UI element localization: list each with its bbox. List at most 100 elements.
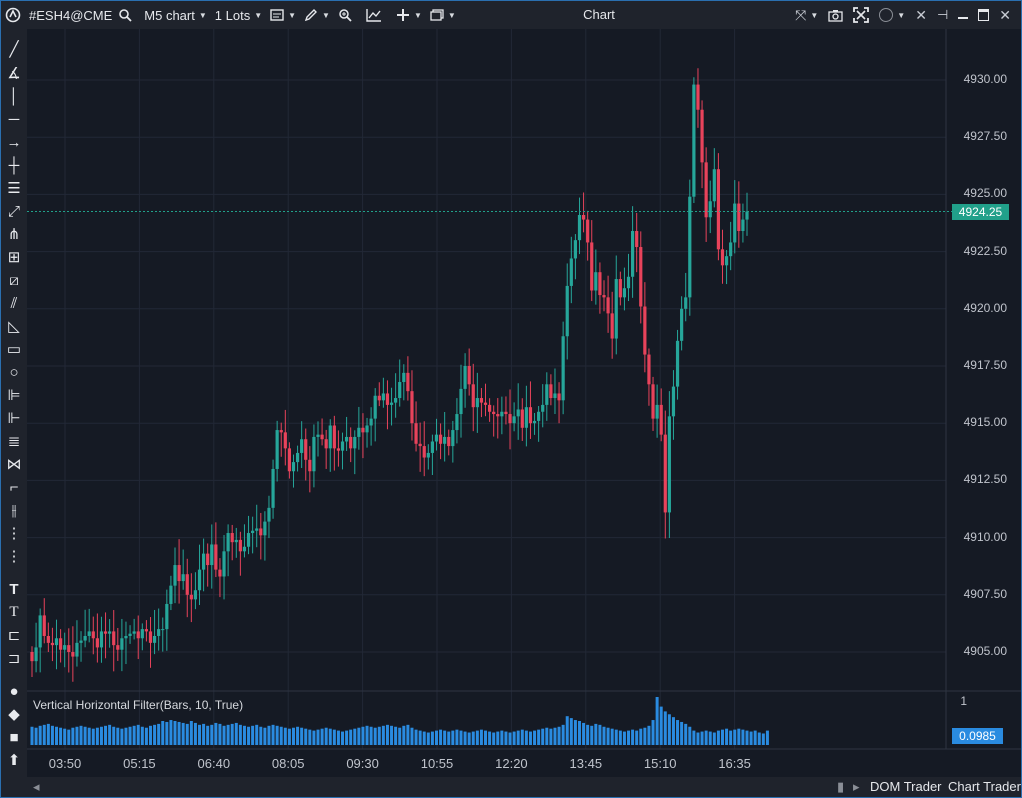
candle-body [144,629,148,632]
gann-tool[interactable]: ⊞ [4,247,24,267]
candle-body [667,416,671,513]
indicator-bar [390,725,394,745]
candle-body [320,434,324,440]
indicator-bar [316,729,320,745]
horizontal-line-tool[interactable]: ─ [4,109,24,129]
rectangle-tool[interactable]: ▭ [4,339,24,359]
wave-tool[interactable]: ⋈ [4,454,24,474]
fullscreen-button[interactable] [849,1,873,29]
indicator-bar [684,723,688,745]
candle-body [385,393,390,405]
price-chart[interactable] [27,29,1021,777]
price-label-tool[interactable]: ⊐ [4,648,24,668]
scroll-left-icon[interactable]: ◂ [33,779,40,794]
indicator-bar [676,720,680,745]
ray-tool[interactable]: ∡ [4,63,24,83]
fib-icon: ⊫ [7,387,21,404]
indicator-bar [418,730,422,745]
candle-body [483,402,488,405]
indicator-bar [488,731,492,745]
indicator-bar [737,728,741,745]
fib-fan-tool[interactable]: ≣ [4,431,24,451]
lines-icon: ☰ [7,180,21,197]
square-marker-tool[interactable]: ■ [4,727,24,747]
app-logo-icon [5,7,21,23]
trend-tool[interactable]: ⤢ [4,201,24,221]
candle-body [586,219,590,243]
pitchfork-tool[interactable]: ⋔ [4,224,24,244]
text-tool[interactable]: T [4,602,24,622]
wave-icon: ⋈ [6,456,22,473]
indicator-bar [79,725,83,745]
dots2-tool[interactable]: ⋮ [4,546,24,566]
candle-body [455,414,459,431]
candle-body [602,295,606,298]
indicator-bar [181,722,185,745]
candle-body [537,411,541,421]
fib-tool[interactable]: ⊫ [4,385,24,405]
step-tool[interactable]: ⌐ [4,477,24,497]
candle-body [304,439,308,460]
label-tool[interactable]: ⊏ [4,625,24,645]
indicator-bar [406,724,410,745]
lots-dropdown[interactable]: 1 Lots ▼ [211,1,266,29]
scroll-right-icon[interactable]: ▸ [853,779,860,794]
crosshair-tool[interactable]: ┼ [4,155,24,175]
candle-body [91,631,95,639]
indicator-bar [688,726,692,745]
cycle-tool[interactable]: ⫲ [4,500,24,520]
candle-body [716,169,720,250]
maximize-icon [978,9,990,21]
text-icon: T [9,603,19,620]
pin-button[interactable]: ⊣ [933,1,952,29]
screenshot-button[interactable] [824,1,847,29]
tools-button[interactable]: ✕ [911,1,931,29]
dots-tool[interactable]: ⋮ [4,523,24,543]
candle-body [577,214,582,241]
candle-body [545,384,549,405]
timeframe-label: M5 chart [144,7,195,23]
line-tool[interactable]: ╱ [4,39,24,59]
vertical-line-icon: │ [9,87,19,105]
candle-body [447,436,451,447]
triangle-tool[interactable]: ◺ [4,316,24,336]
arrow-up-marker-tool[interactable]: ⬆ [4,750,24,770]
zoom-button[interactable] [334,1,356,29]
indicators-button[interactable] [362,1,386,29]
dot-marker-tool[interactable]: ● [4,681,24,701]
indicator-bar [193,722,197,745]
candle-body [451,430,455,447]
vertical-line-tool[interactable]: │ [4,86,24,106]
candle-body [500,411,504,417]
dom-trader-button[interactable]: DOM Trader [870,779,942,794]
crosshair-dropdown[interactable]: ▼ [392,1,426,29]
template-dropdown[interactable]: ▼ [426,1,460,29]
chart-trader-button[interactable]: Chart Trader [948,779,1021,794]
ellipse-tool[interactable]: ○ [4,362,24,382]
parallel-tool[interactable]: ⫽ [4,293,24,313]
symbol-selector[interactable]: #ESH4@CME [25,1,136,29]
draw-tool-dropdown[interactable]: ▼ [300,1,334,29]
candle-body [504,411,508,415]
close-button[interactable]: ✕ [995,1,1015,29]
indicator-bar [148,725,152,745]
text-lock-tool[interactable]: T [4,579,24,599]
candle-body [516,409,520,417]
diamond-marker-tool[interactable]: ◆ [4,704,24,724]
timeframe-dropdown[interactable]: M5 chart ▼ [140,1,211,29]
fib-ext-tool[interactable]: ⊩ [4,408,24,428]
minimize-button[interactable] [954,1,972,29]
indicator-icon [366,9,381,22]
scroll-thumb-icon[interactable]: ▮ [837,779,845,794]
ruler-tool[interactable]: ⧄ [4,270,24,290]
app-logo[interactable] [1,1,25,29]
channel-tool[interactable]: ☰ [4,178,24,198]
chart-type-dropdown[interactable]: ▼ [266,1,300,29]
expand-icon [853,7,870,23]
link-dropdown[interactable]: ⤧ ▼ [791,1,822,29]
maximize-button[interactable] [974,1,993,29]
indicator-bar [463,731,467,745]
arrow-tool[interactable]: → [4,132,24,152]
indicator-bar [385,724,389,745]
color-dropdown[interactable]: ▼ [875,1,909,29]
